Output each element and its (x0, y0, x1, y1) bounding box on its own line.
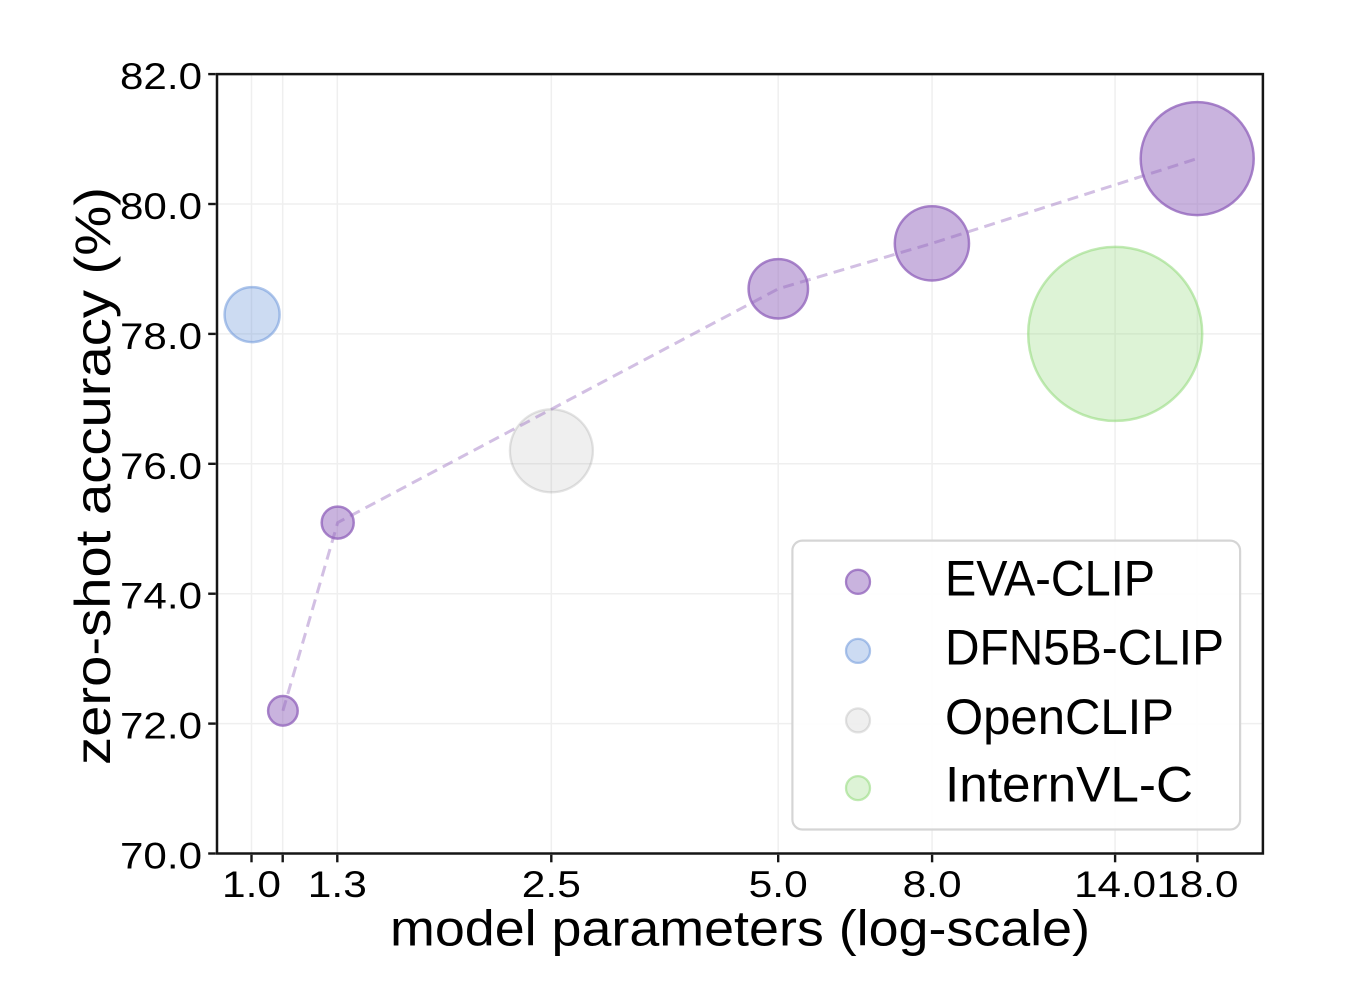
svg-text:DFN5B-CLIP: DFN5B-CLIP (945, 620, 1224, 676)
svg-text:model parameters (log-scale): model parameters (log-scale) (390, 901, 1090, 957)
svg-text:EVA-CLIP: EVA-CLIP (945, 550, 1155, 606)
svg-text:2.5: 2.5 (522, 864, 581, 905)
svg-text:18.0: 18.0 (1156, 864, 1238, 905)
svg-text:5.0: 5.0 (749, 864, 808, 905)
svg-text:8.0: 8.0 (903, 864, 962, 905)
svg-text:OpenCLIP: OpenCLIP (945, 689, 1174, 745)
svg-text:78.0: 78.0 (120, 316, 202, 357)
svg-text:72.0: 72.0 (120, 706, 202, 747)
svg-text:74.0: 74.0 (120, 576, 202, 617)
svg-text:80.0: 80.0 (120, 186, 202, 227)
svg-text:zero-shot accuracy (%): zero-shot accuracy (%) (65, 187, 121, 765)
svg-text:InternVL-C: InternVL-C (945, 757, 1193, 813)
svg-text:70.0: 70.0 (120, 836, 202, 877)
svg-text:1.3: 1.3 (308, 864, 367, 905)
svg-text:1.0: 1.0 (222, 864, 281, 905)
svg-text:14.0: 14.0 (1074, 864, 1156, 905)
svg-text:82.0: 82.0 (120, 56, 202, 97)
svg-text:76.0: 76.0 (120, 446, 202, 487)
